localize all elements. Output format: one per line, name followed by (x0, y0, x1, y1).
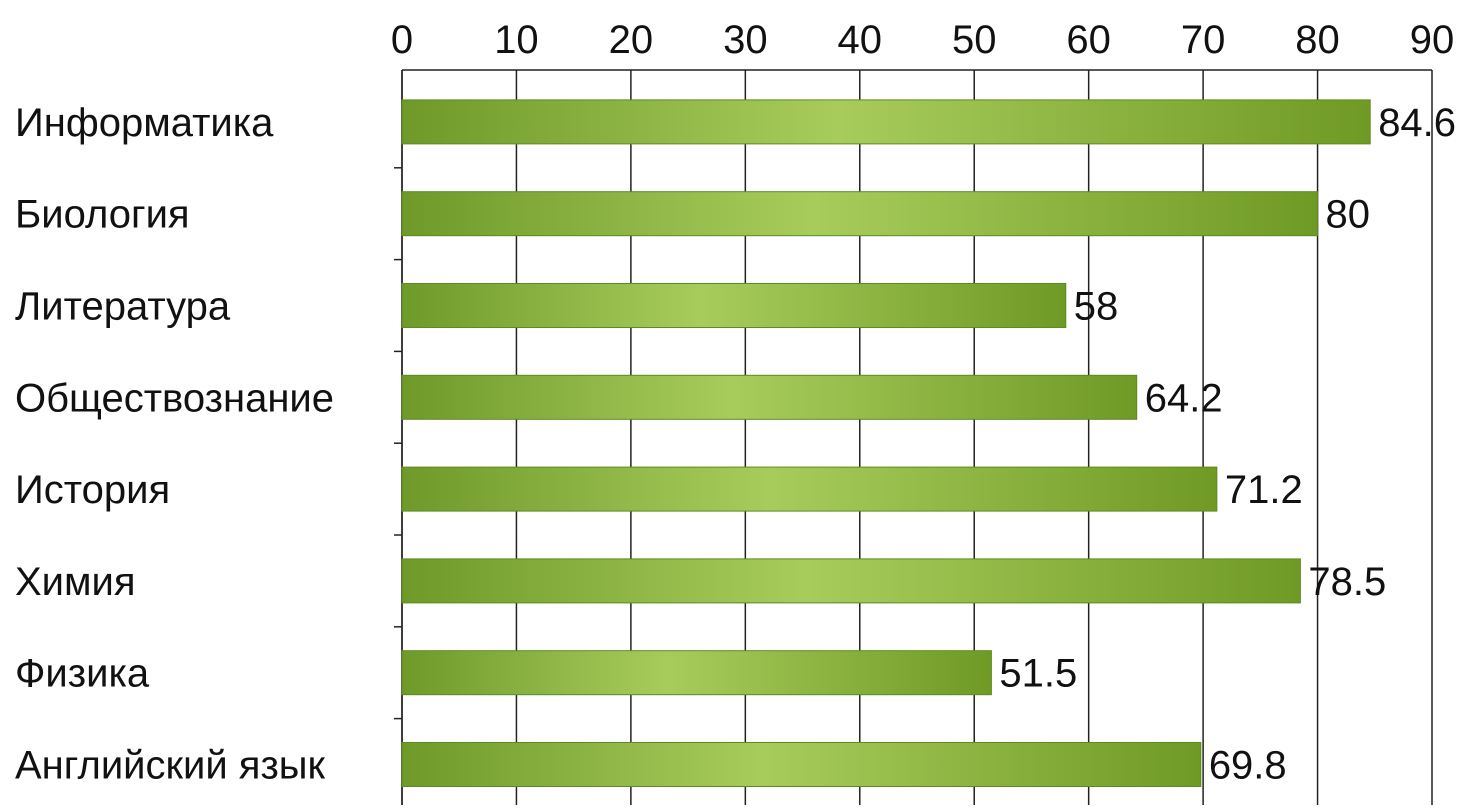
bar (401, 650, 992, 696)
data-label: 80 (1326, 193, 1371, 237)
bar (401, 742, 1202, 787)
category-label: История (15, 468, 170, 512)
bar (401, 466, 1218, 512)
category-label: Обществознание (15, 376, 334, 420)
x-tick-label: 50 (952, 18, 997, 62)
data-label: 71.2 (1225, 468, 1303, 512)
x-tick-label: 10 (494, 18, 539, 62)
data-label: 58 (1074, 285, 1119, 329)
category-label: Английский язык (15, 744, 326, 788)
data-label: 78.5 (1308, 560, 1386, 604)
x-tick-label: 40 (838, 18, 883, 62)
category-label: Биология (15, 193, 190, 237)
bars (401, 99, 1371, 787)
x-tick-label: 60 (1066, 18, 1111, 62)
x-tick-label: 70 (1181, 18, 1226, 62)
bar (401, 558, 1301, 604)
bar (401, 374, 1138, 420)
x-tick-label: 90 (1410, 18, 1455, 62)
category-label: Химия (15, 560, 136, 604)
bar (401, 191, 1319, 237)
x-tick-label: 80 (1295, 18, 1340, 62)
data-label: 84.6 (1378, 101, 1456, 145)
category-label: Информатика (15, 101, 274, 145)
bar (401, 283, 1067, 328)
x-tick-label: 0 (391, 18, 413, 62)
x-tick-label: 20 (609, 18, 654, 62)
x-tick-label: 30 (723, 18, 768, 62)
data-label: 64.2 (1145, 376, 1223, 420)
data-label: 69.8 (1209, 744, 1287, 788)
category-label: Литература (15, 285, 231, 329)
labels: 0 10 20 30 40 50 60 70 80 90 Информатика 84.6 Биолог… (15, 18, 1456, 788)
data-label: 51.5 (999, 652, 1077, 696)
bar (401, 99, 1371, 145)
category-label: Физика (15, 652, 150, 696)
